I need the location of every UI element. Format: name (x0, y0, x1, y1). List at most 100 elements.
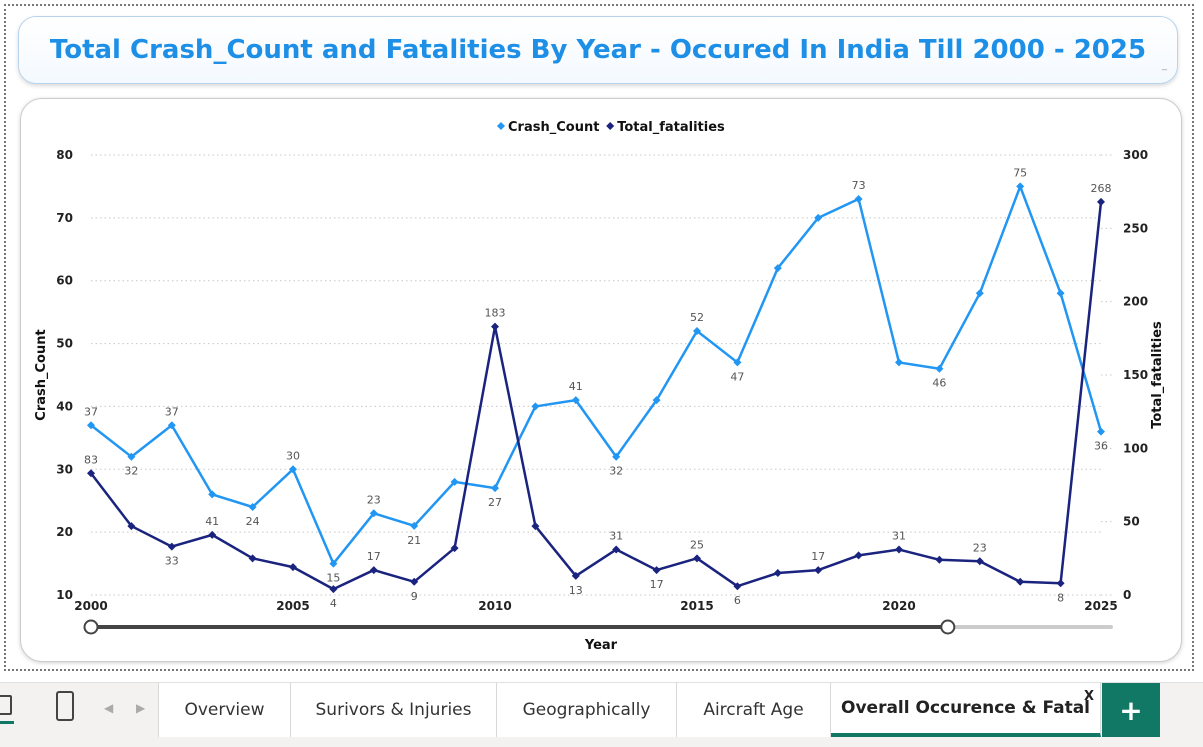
data-point[interactable] (1056, 289, 1065, 298)
tab-overall-occurence[interactable]: Overall Occurence & Fatal X (831, 683, 1101, 737)
data-label: 17 (650, 578, 664, 591)
data-point[interactable] (450, 477, 459, 486)
close-tab-icon[interactable]: X (1083, 689, 1094, 704)
data-label: 31 (609, 530, 623, 543)
mobile-view-icon[interactable] (56, 691, 74, 721)
data-label: 32 (609, 465, 623, 478)
data-label: 41 (205, 515, 219, 528)
data-point[interactable] (612, 452, 621, 461)
data-point[interactable] (693, 327, 701, 335)
data-point[interactable] (410, 577, 419, 586)
data-label: 23 (367, 493, 381, 506)
data-point[interactable] (127, 522, 136, 531)
data-point[interactable] (450, 544, 459, 553)
chart-title: Total Crash_Count and Fatalities By Year… (49, 35, 1147, 65)
data-point[interactable] (208, 530, 217, 539)
data-point[interactable] (1056, 579, 1065, 588)
data-point[interactable] (531, 402, 540, 411)
data-point[interactable] (733, 582, 742, 591)
data-point[interactable] (612, 545, 621, 554)
desktop-view-underline (0, 721, 14, 724)
data-point[interactable] (814, 566, 823, 575)
y-tick-label: 70 (56, 211, 73, 225)
slider-start-handle[interactable] (83, 619, 99, 635)
data-point[interactable] (167, 542, 176, 551)
data-point[interactable] (289, 465, 297, 474)
series-line-total-fatalities[interactable] (90, 201, 1103, 591)
legend-label-2: Total_fatalities (617, 120, 725, 135)
data-point[interactable] (369, 509, 378, 518)
prev-page-icon[interactable]: ◀ (104, 701, 114, 715)
tab-survivors-injuries[interactable]: Surivors & Injuries (291, 683, 497, 737)
data-label: 75 (1013, 166, 1027, 179)
data-point[interactable] (329, 585, 338, 594)
data-point[interactable] (652, 396, 661, 405)
data-point[interactable] (329, 559, 338, 568)
y2-tick-label: 100 (1123, 441, 1148, 455)
data-label: 6 (734, 594, 741, 607)
data-point[interactable] (693, 554, 701, 563)
data-point[interactable] (369, 566, 378, 575)
data-point[interactable] (289, 563, 297, 572)
desktop-view-icon[interactable] (0, 695, 12, 715)
data-label: 23 (973, 541, 987, 554)
data-point[interactable] (773, 264, 782, 273)
data-label: 31 (892, 530, 906, 543)
data-point[interactable] (854, 195, 863, 203)
data-label: 27 (488, 496, 502, 509)
y-axis-title: Crash_Count (34, 329, 49, 420)
line-chart[interactable]: 10 20 30 40 50 60 70 80 0 50 100 150 200 250 300 2000 20… (21, 99, 1181, 661)
data-label: 17 (811, 550, 825, 563)
data-label: 33 (165, 555, 179, 568)
data-point[interactable] (895, 358, 903, 367)
tab-overview[interactable]: Overview (158, 683, 291, 737)
data-point[interactable] (410, 521, 419, 530)
data-point[interactable] (935, 364, 944, 373)
data-point[interactable] (167, 421, 176, 430)
tab-aircraft-age[interactable]: Aircraft Age (677, 683, 831, 737)
data-point[interactable] (773, 569, 782, 577)
slider-end-handle[interactable] (940, 619, 956, 635)
data-point[interactable] (935, 555, 944, 564)
report-canvas: Total Crash_Count and Fatalities By Year… (4, 4, 1194, 671)
data-point[interactable] (975, 289, 984, 298)
y2-tick-label: 150 (1123, 368, 1148, 382)
y-tick-label: 10 (56, 588, 73, 602)
data-point[interactable] (1016, 182, 1025, 191)
y-tick-label: 80 (56, 148, 73, 162)
data-point[interactable] (814, 213, 823, 222)
data-point[interactable] (248, 503, 257, 511)
data-point[interactable] (1097, 427, 1105, 436)
x-axis-title: Year (584, 638, 618, 653)
x-tick-label: 2005 (276, 599, 309, 613)
next-page-icon[interactable]: ▶ (136, 701, 146, 715)
y2-tick-label: 200 (1123, 295, 1148, 309)
data-point[interactable] (571, 396, 580, 405)
tab-label: Overall Occurence & Fatal (841, 698, 1090, 718)
data-point[interactable] (87, 421, 95, 430)
data-point[interactable] (1097, 197, 1105, 206)
y-tick-label: 30 (56, 462, 73, 476)
add-page-button[interactable]: + (1102, 683, 1160, 737)
data-point[interactable] (571, 571, 580, 580)
data-point[interactable] (491, 484, 499, 493)
title-card: Total Crash_Count and Fatalities By Year… (18, 16, 1178, 84)
data-point[interactable] (491, 322, 499, 331)
data-point[interactable] (208, 490, 217, 499)
data-point[interactable] (531, 522, 540, 531)
y2-tick-label: 50 (1123, 515, 1140, 529)
title-underscore: _ (1162, 60, 1167, 71)
data-point[interactable] (1016, 577, 1025, 586)
tab-label: Geographically (522, 700, 651, 720)
data-label: 268 (1091, 182, 1112, 195)
tab-geographically[interactable]: Geographically (497, 683, 677, 737)
series-line-crash-count[interactable] (90, 185, 1103, 565)
data-point[interactable] (895, 545, 903, 554)
data-point[interactable] (854, 551, 863, 560)
data-point[interactable] (733, 358, 742, 367)
data-point[interactable] (248, 554, 257, 563)
data-point[interactable] (975, 557, 984, 566)
data-point[interactable] (652, 566, 661, 575)
data-label: 183 (485, 307, 506, 320)
data-point[interactable] (87, 469, 95, 478)
